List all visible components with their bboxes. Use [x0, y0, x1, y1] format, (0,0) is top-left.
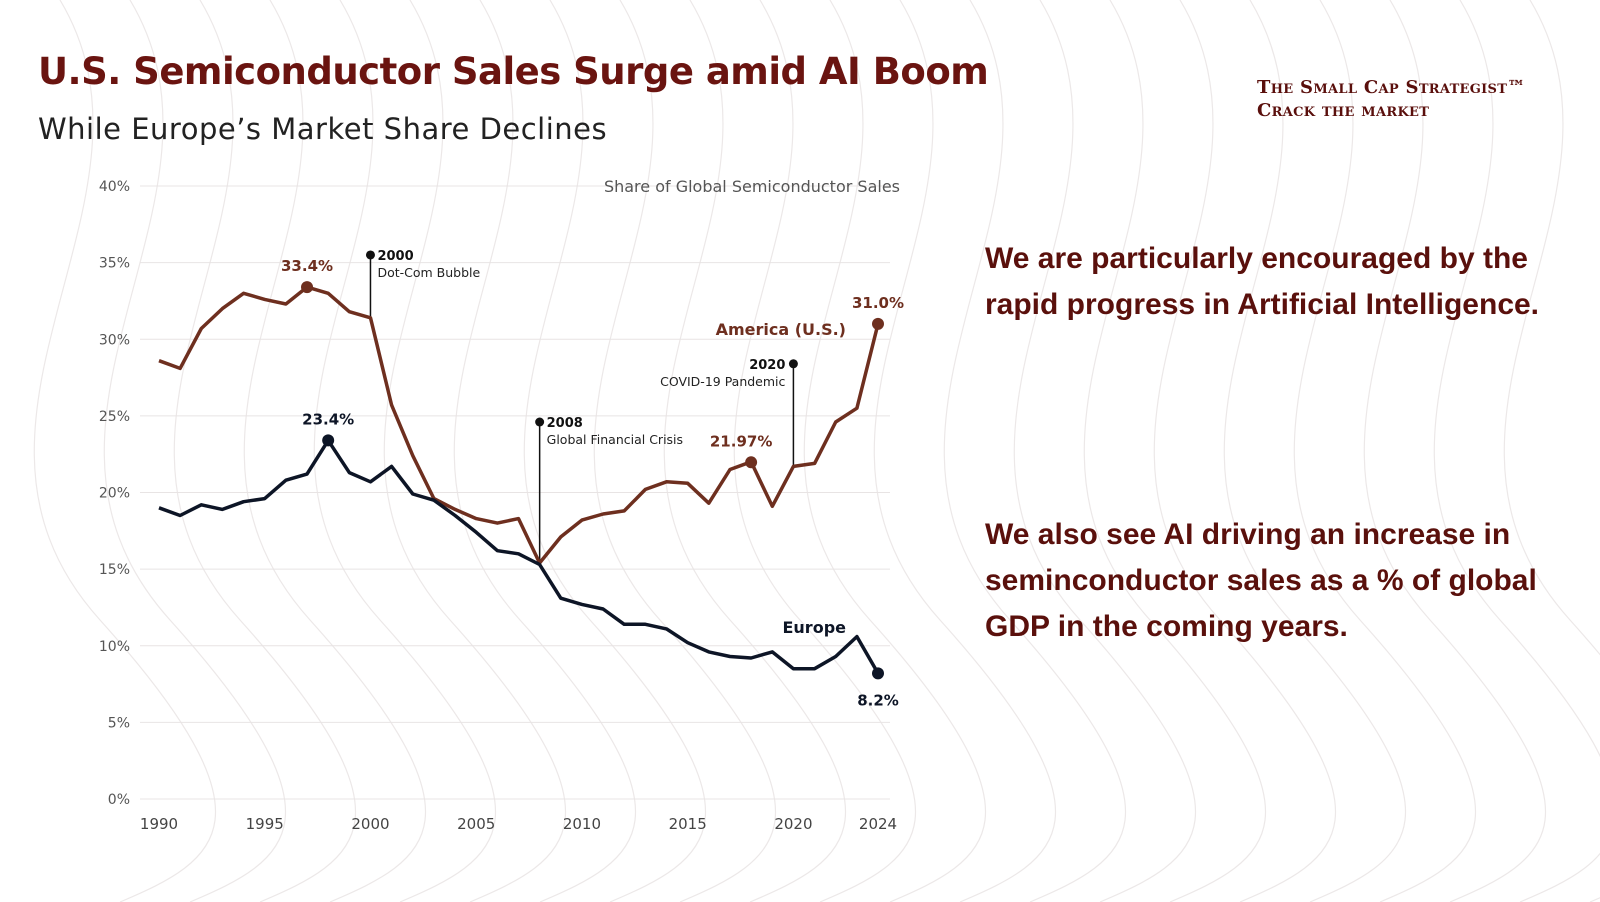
contour-line	[663, 0, 847, 902]
contour-line	[1153, 0, 1337, 902]
commentary-paragraph-2: We also see AI driving an increase in se…	[985, 518, 1537, 643]
contour-line	[803, 0, 987, 902]
y-tick-label: 0%	[108, 792, 130, 808]
y-tick-label: 10%	[99, 639, 130, 655]
data-point-label: 33.4%	[281, 257, 333, 275]
annotation-marker	[788, 359, 798, 369]
page-title: U.S. Semiconductor Sales Surge amid AI B…	[38, 50, 989, 93]
line-chart: 0% 5% 10% 15% 20% 25% 30% 35% 40% 1990 1995 2000 200…	[99, 177, 904, 833]
brand-name: The Small Cap Strategist™	[1257, 77, 1526, 98]
annotation-year: 2020	[749, 358, 785, 373]
annotation-year: 2000	[377, 249, 413, 264]
brand-tagline: Crack the market	[1257, 100, 1430, 121]
annotation-marker	[535, 417, 545, 427]
annotation-label: Global Financial Crisis	[547, 432, 683, 447]
annotation-marker	[365, 250, 375, 260]
contour-line	[33, 0, 217, 902]
data-point-label: 23.4%	[302, 410, 354, 428]
data-point-marker	[872, 317, 884, 330]
x-tick-label: 2005	[457, 815, 495, 833]
data-point-label: 8.2%	[857, 691, 899, 709]
page-subtitle: While Europe’s Market Share Declines	[38, 112, 608, 146]
contour-line	[593, 0, 777, 902]
data-point-label: 31.0%	[852, 294, 904, 312]
contour-line	[383, 0, 567, 902]
contour-line	[1013, 0, 1197, 902]
contour-line	[1503, 0, 1600, 902]
x-tick-label: 2000	[351, 815, 389, 833]
contour-line	[523, 0, 707, 902]
y-tick-label: 35%	[99, 256, 130, 272]
annotation-year: 2008	[547, 416, 583, 431]
contour-line	[1433, 0, 1600, 902]
x-tick-label: 2020	[774, 815, 812, 833]
x-tick-label: 2024	[859, 815, 897, 833]
brand-logo: The Small Cap Strategist™ Crack the mark…	[1257, 76, 1526, 122]
y-tick-label: 5%	[108, 715, 130, 731]
data-point-label: 21.97%	[710, 432, 772, 450]
contour-line	[943, 0, 1127, 902]
contour-line	[173, 0, 357, 902]
contour-line	[1083, 0, 1267, 902]
series-label-us: America (U.S.)	[716, 320, 846, 339]
annotation-label: COVID-19 Pandemic	[660, 374, 785, 389]
contour-line	[1293, 0, 1477, 902]
contour-line	[733, 0, 917, 902]
series-label-europe: Europe	[782, 618, 846, 637]
y-tick-label: 30%	[99, 332, 130, 348]
commentary-paragraph-1: We are particularly encouraged by the ra…	[985, 242, 1540, 321]
us-line	[158, 285, 880, 565]
y-tick-label: 25%	[99, 409, 130, 425]
x-tick-label: 2010	[563, 815, 601, 833]
contour-line	[873, 0, 1057, 902]
y-tick-label: 15%	[99, 562, 130, 578]
annotation-label: Dot-Com Bubble	[377, 265, 480, 280]
chart-title: Share of Global Semiconductor Sales	[604, 177, 900, 196]
contour-line	[1223, 0, 1407, 902]
data-point-marker	[301, 281, 314, 294]
contour-line	[243, 0, 427, 902]
data-point-marker	[745, 456, 758, 469]
contour-line	[453, 0, 637, 902]
contour-line	[1363, 0, 1547, 902]
x-tick-label: 2015	[669, 815, 707, 833]
data-point-marker	[872, 667, 884, 680]
x-tick-label: 1995	[246, 815, 284, 833]
x-tick-label: 1990	[140, 815, 178, 833]
y-tick-label: 40%	[99, 179, 130, 195]
data-point-marker	[322, 434, 335, 447]
europe-line	[158, 438, 880, 675]
contour-line	[313, 0, 497, 902]
y-tick-label: 20%	[99, 486, 130, 502]
contour-line	[103, 0, 287, 902]
